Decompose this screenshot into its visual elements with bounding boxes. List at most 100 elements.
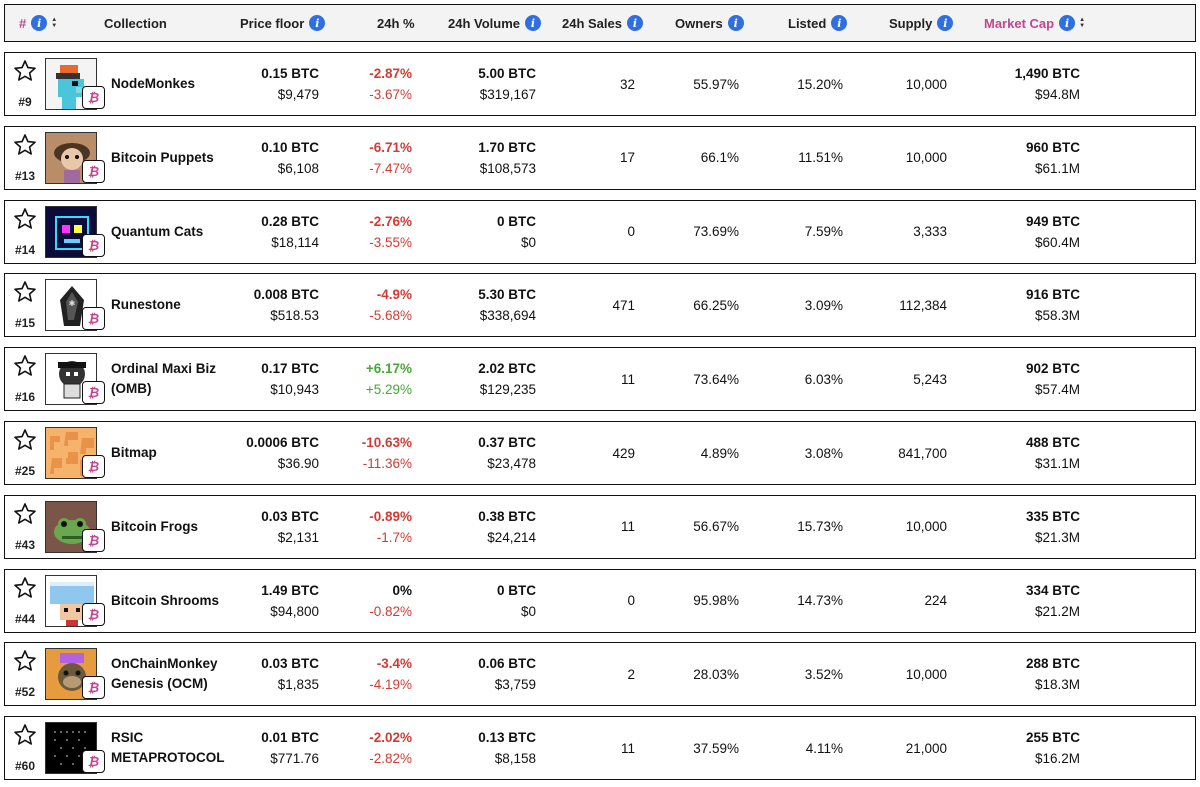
price-floor-usd: $771.76 bbox=[270, 751, 319, 767]
sales-24h: 32 bbox=[619, 76, 635, 92]
change-24h-usd: +5.29% bbox=[365, 382, 412, 398]
market-cap-btc: 1,490 BTC bbox=[1014, 66, 1080, 81]
table-row[interactable]: #44 ₿ Bitcoin Shrooms 1.49 BTC $94,800 0% -0.8… bbox=[4, 568, 1196, 633]
info-icon[interactable]: i bbox=[727, 15, 744, 31]
price-floor-btc: 0.28 BTC bbox=[261, 213, 319, 229]
listed-percent: 4.11% bbox=[805, 740, 843, 756]
volume-24h-btc: 0.06 BTC bbox=[478, 656, 536, 672]
table-row[interactable]: #60 ₿ RSIC METAPROTOCOL 0.01 BTC $771.76 -2.0… bbox=[4, 716, 1196, 781]
svg-text:✱: ✱ bbox=[69, 299, 76, 308]
collection-thumbnail[interactable] bbox=[45, 648, 97, 701]
price-floor-btc: 0.03 BTC bbox=[261, 508, 319, 524]
header-24h-volume[interactable]: 24h Volume i bbox=[448, 5, 542, 41]
price-floor: 0.01 BTC $771.76 bbox=[261, 727, 319, 769]
header-24h-sales-label: 24h Sales bbox=[562, 15, 622, 31]
market-cap-btc: 960 BTC bbox=[1025, 139, 1080, 155]
change-24h: -0.89% -1.7% bbox=[369, 506, 412, 548]
star-outline-icon[interactable] bbox=[13, 59, 37, 83]
volume-24h-usd: $24,214 bbox=[487, 529, 536, 545]
volume-24h-usd: $8,158 bbox=[494, 751, 536, 767]
star-outline-icon[interactable] bbox=[13, 576, 37, 600]
info-icon[interactable]: i bbox=[627, 15, 643, 31]
header-price-floor-label: Price floor bbox=[240, 15, 305, 31]
collection-name[interactable]: NodeMonkes bbox=[111, 76, 196, 91]
star-outline-icon[interactable] bbox=[13, 649, 37, 673]
table-row[interactable]: #14 ₿ Quantum Cats 0.28 BTC $18,114 -2.76% -3.… bbox=[4, 199, 1196, 264]
header-24h-sales[interactable]: 24h Sales i bbox=[562, 5, 643, 41]
price-floor-btc: 0.17 BTC bbox=[261, 361, 319, 377]
header-price-floor[interactable]: Price floor i bbox=[240, 5, 326, 41]
collection-name[interactable]: RSIC METAPROTOCOL bbox=[111, 730, 225, 766]
rank: #15 bbox=[14, 316, 36, 331]
star-outline-icon[interactable] bbox=[13, 502, 37, 526]
info-icon[interactable]: i bbox=[525, 15, 542, 31]
market-cap-btc: 488 BTC bbox=[1025, 435, 1080, 450]
collection-name[interactable]: Bitcoin Shrooms bbox=[111, 592, 220, 608]
info-icon[interactable]: i bbox=[831, 15, 848, 31]
collection-thumbnail[interactable] bbox=[45, 574, 97, 627]
supply: 10,000 bbox=[905, 666, 947, 682]
rank: #13 bbox=[14, 168, 36, 183]
star-outline-icon[interactable] bbox=[13, 207, 37, 231]
collection-name[interactable]: Bitcoin Puppets bbox=[111, 149, 214, 165]
table-row[interactable]: #13 ₿ Bitcoin Puppets 0.10 BTC $6,108 -6.71% -… bbox=[4, 125, 1196, 190]
table-row[interactable]: #9 ₿ NodeMonkes 0.15 BTC $9,479 -2.87% -3.67% 5… bbox=[4, 52, 1196, 116]
header-market-cap[interactable]: Market Cap i ▲ ▼ bbox=[984, 5, 1085, 41]
market-cap-btc: 949 BTC bbox=[1025, 213, 1080, 229]
market-cap: 902 BTC $57.4M bbox=[1026, 358, 1080, 400]
volume-24h-btc: 5.30 BTC bbox=[478, 287, 536, 303]
bitcoin-icon: ₿ bbox=[82, 750, 105, 774]
table-row[interactable]: #16 ₿ Ordinal Maxi Biz (OMB) 0.17 BTC $10,94… bbox=[4, 347, 1196, 412]
listed-percent: 15.20% bbox=[797, 76, 843, 92]
sort-arrows-icon[interactable]: ▲ ▼ bbox=[51, 17, 58, 29]
collection-thumbnail[interactable]: ✱ bbox=[45, 279, 97, 332]
volume-24h-usd: $319,167 bbox=[479, 87, 536, 102]
header-supply[interactable]: Supply i bbox=[889, 5, 954, 41]
price-floor: 0.03 BTC $1,835 bbox=[261, 653, 319, 695]
listed-percent: 3.52% bbox=[804, 666, 843, 682]
listed-percent: 11.51% bbox=[798, 150, 843, 166]
table-row[interactable]: #52 ₿ OnChainMonkey Genesis (OCM) 0.03 BTC $… bbox=[4, 642, 1196, 707]
star-outline-icon[interactable] bbox=[13, 354, 37, 378]
table-row[interactable]: #15 ✱ ₿ Runestone 0.008 BTC $518.53 -4.9% -5.68… bbox=[4, 273, 1196, 338]
volume-24h: 0.13 BTC $8,158 bbox=[478, 727, 536, 769]
volume-24h-usd: $338,694 bbox=[479, 308, 536, 324]
header-rank[interactable]: # i ▲ ▼ bbox=[19, 5, 57, 41]
rank: #14 bbox=[14, 242, 36, 257]
header-listed[interactable]: Listed i bbox=[788, 5, 848, 41]
market-cap: 960 BTC $61.1M bbox=[1026, 137, 1080, 179]
info-icon[interactable]: i bbox=[1059, 15, 1076, 31]
market-cap-btc: 334 BTC bbox=[1025, 582, 1080, 598]
collection-name[interactable]: Ordinal Maxi Biz (OMB) bbox=[111, 361, 217, 397]
info-icon[interactable]: i bbox=[31, 15, 48, 31]
collection-thumbnail[interactable] bbox=[45, 500, 97, 553]
sales-24h: 11 bbox=[620, 371, 635, 387]
rank: #9 bbox=[18, 95, 32, 109]
header-owners[interactable]: Owners i bbox=[675, 5, 744, 41]
collection-name[interactable]: Quantum Cats bbox=[111, 223, 204, 239]
star-outline-icon[interactable] bbox=[13, 280, 37, 304]
collection-name[interactable]: Runestone bbox=[111, 297, 181, 313]
change-24h: -2.02% -2.82% bbox=[369, 727, 412, 769]
header-24h-change[interactable]: 24h % bbox=[377, 5, 415, 41]
rank: #44 bbox=[14, 611, 36, 626]
table-row[interactable]: #43 ₿ Bitcoin Frogs 0.03 BTC $2,131 -0.89% -1.… bbox=[4, 494, 1196, 559]
star-outline-icon[interactable] bbox=[13, 723, 37, 747]
table-header: # i ▲ ▼ Collection Price floor i 24h % 24… bbox=[4, 4, 1196, 42]
change-24h-btc: -2.02% bbox=[369, 730, 412, 746]
collection-name[interactable]: Bitmap bbox=[111, 445, 157, 460]
sales-24h: 2 bbox=[627, 666, 635, 682]
star-outline-icon[interactable] bbox=[13, 133, 37, 157]
info-icon[interactable]: i bbox=[309, 15, 326, 31]
collection-name[interactable]: Bitcoin Frogs bbox=[111, 518, 198, 534]
star-outline-icon[interactable] bbox=[13, 428, 37, 452]
volume-24h-usd: $108,573 bbox=[479, 160, 536, 176]
collection-name[interactable]: OnChainMonkey Genesis (OCM) bbox=[111, 656, 218, 692]
sort-arrows-icon[interactable]: ▲ ▼ bbox=[1079, 17, 1086, 29]
volume-24h: 0 BTC $0 bbox=[497, 580, 536, 622]
market-cap-usd: $58.3M bbox=[1034, 308, 1080, 324]
table-row[interactable]: #25 ₿ Bitmap 0.0006 BTC $36.90 -10.63% -11.36%… bbox=[4, 421, 1196, 485]
volume-24h: 0.06 BTC $3,759 bbox=[478, 653, 536, 695]
info-icon[interactable]: i bbox=[937, 15, 954, 31]
listed-percent: 15.73% bbox=[797, 519, 843, 535]
